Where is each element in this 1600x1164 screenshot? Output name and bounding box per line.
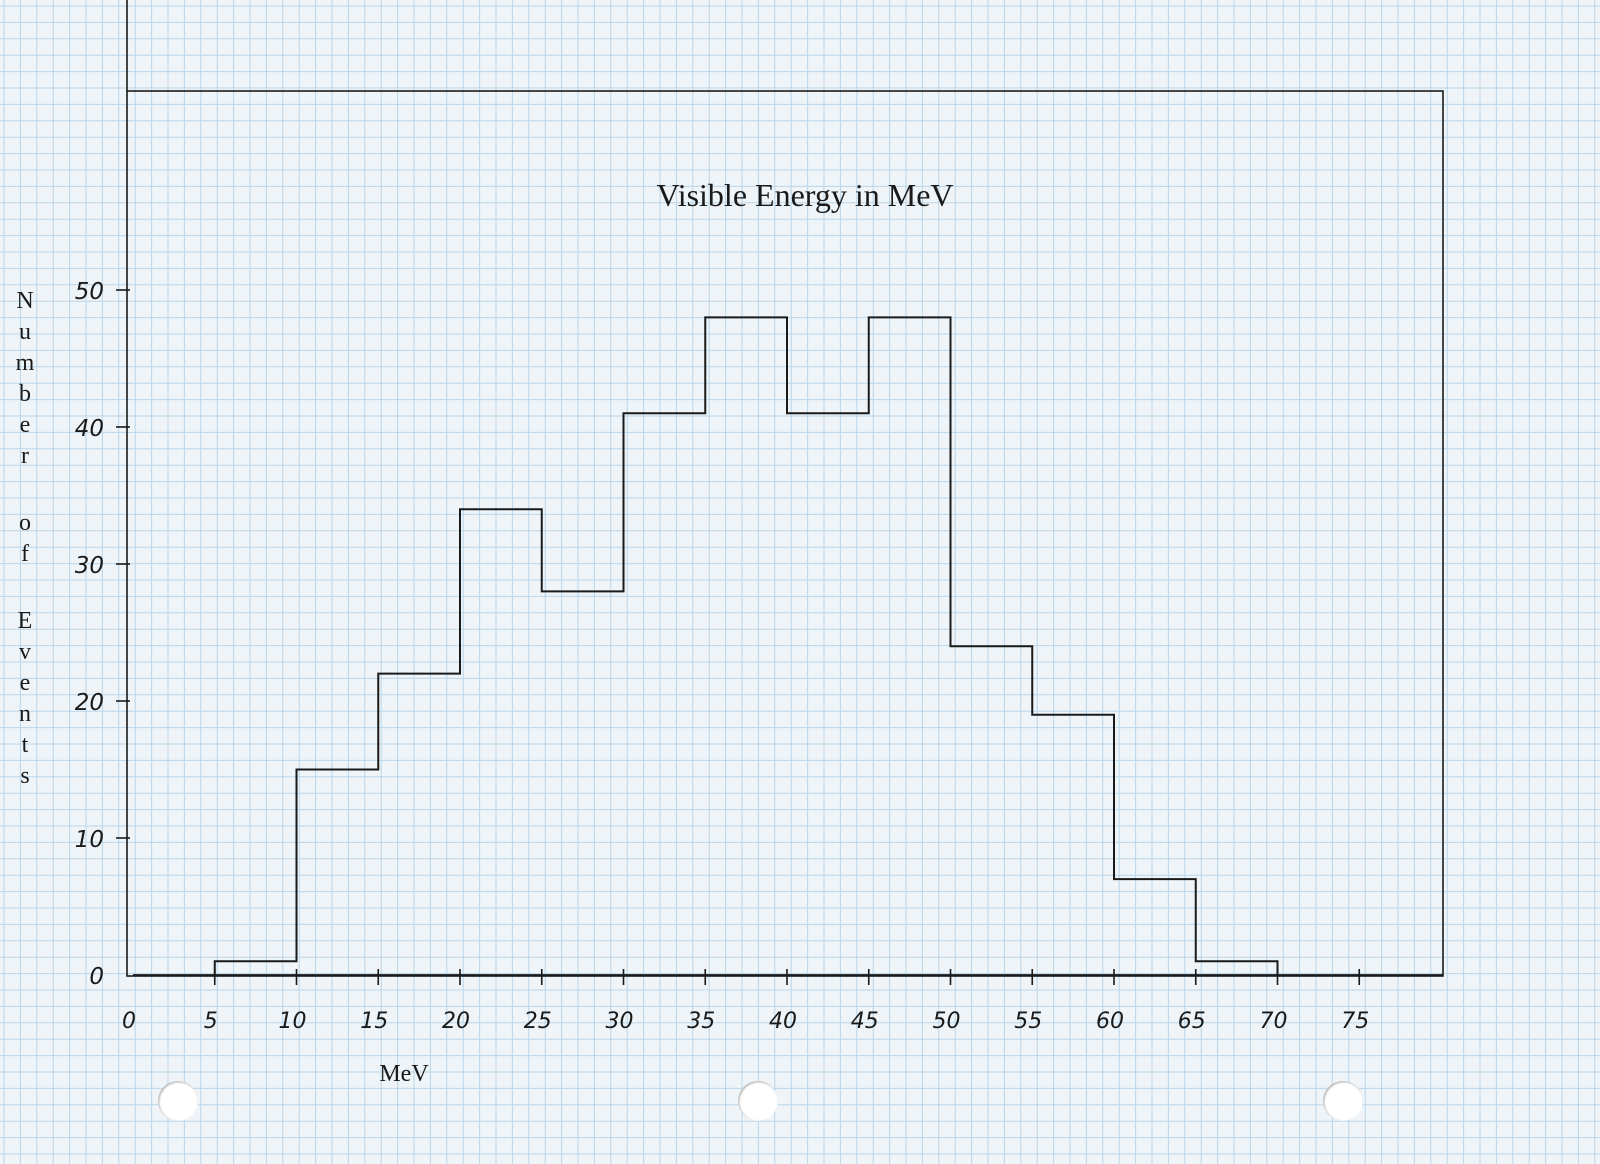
x-tick-label: 70 <box>1260 1009 1288 1034</box>
histogram-outline <box>213 316 1279 975</box>
x-tick-label: 60 <box>1096 1009 1124 1034</box>
y-axis-label-letter: f <box>21 541 29 567</box>
y-axis-label-letter: b <box>19 381 31 407</box>
y-axis-label-letter: o <box>19 510 31 536</box>
punch-hole-right <box>1323 1081 1363 1121</box>
histogram-bin <box>460 509 542 975</box>
histogram-bin <box>1196 961 1278 975</box>
x-tick-label: 55 <box>1014 1009 1042 1034</box>
histogram-bin <box>869 317 951 975</box>
y-tick-label: 20 <box>75 690 104 716</box>
plot-frame <box>126 90 1444 977</box>
histogram-bin <box>705 317 787 975</box>
x-tick-label: 10 <box>279 1009 307 1034</box>
x-tick-label: 40 <box>769 1009 797 1034</box>
y-axis-label-letter: e <box>20 670 31 696</box>
x-tick-label: 0 <box>122 1009 136 1034</box>
y-axis-label-letter: n <box>19 701 31 727</box>
y-axis-ticks: 0 10 20 30 40 50 <box>75 279 130 990</box>
x-tick-label: 75 <box>1341 1009 1369 1034</box>
y-axis-label-letter: s <box>20 763 29 789</box>
histogram-bin <box>215 961 297 975</box>
y-axis-label-letter: v <box>19 639 31 665</box>
y-tick-label: 10 <box>75 827 104 853</box>
x-tick-label: 45 <box>851 1009 879 1034</box>
x-tick-label: 5 <box>204 1009 218 1034</box>
histogram-bin <box>787 413 869 975</box>
x-axis-label: MeV <box>379 1061 429 1087</box>
x-tick-label: 65 <box>1178 1009 1206 1034</box>
y-tick-label: 0 <box>89 964 104 990</box>
y-axis-label-letter: N <box>16 288 33 314</box>
x-tick-label: 25 <box>524 1009 552 1034</box>
x-tick-label: 35 <box>687 1009 715 1034</box>
chart-title: Visible Energy in MeV <box>657 177 954 213</box>
y-axis-label-letter: u <box>19 319 31 345</box>
histogram-bins <box>213 316 1279 976</box>
y-axis-label-letter: E <box>18 608 33 634</box>
x-tick-label: 15 <box>360 1009 388 1034</box>
x-axis-ticks: 0 5 10 15 20 25 30 35 40 45 50 55 60 65 70 75 <box>122 969 1369 1034</box>
x-tick-label: 20 <box>442 1009 470 1034</box>
y-axis-label-letter: e <box>20 412 31 438</box>
x-tick-label: 30 <box>606 1009 634 1034</box>
histogram-bin <box>624 413 706 975</box>
histogram-bin <box>297 770 379 976</box>
punch-hole-left <box>158 1081 198 1121</box>
y-axis-label-letter: m <box>16 350 35 376</box>
y-tick-label: 50 <box>75 279 104 305</box>
histogram-bin <box>542 591 624 975</box>
punch-hole-center <box>738 1081 778 1121</box>
x-tick-label: 50 <box>933 1009 961 1034</box>
histogram-bin <box>1032 715 1114 975</box>
y-axis-label-letter: t <box>22 732 29 758</box>
histogram-bin <box>378 674 460 975</box>
histogram-bin <box>951 646 1033 975</box>
y-tick-label: 40 <box>75 416 104 442</box>
y-axis-label-letter: r <box>21 443 29 469</box>
histogram-bin <box>1114 879 1196 975</box>
y-tick-label: 30 <box>75 553 104 579</box>
